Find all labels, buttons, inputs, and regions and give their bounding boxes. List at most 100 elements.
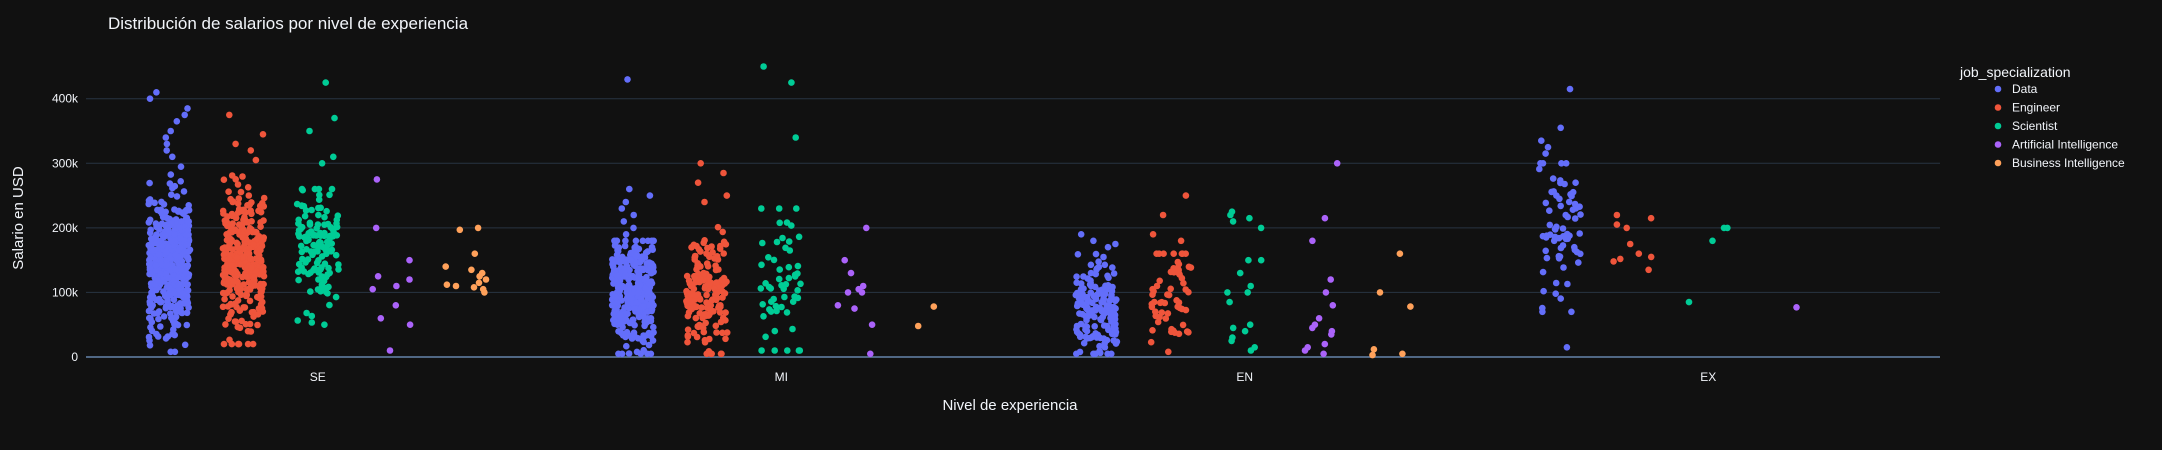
data-point bbox=[717, 303, 724, 311]
data-point bbox=[797, 280, 804, 288]
data-point bbox=[758, 205, 765, 212]
data-point bbox=[301, 212, 309, 220]
data-point bbox=[160, 313, 168, 320]
data-point bbox=[1161, 299, 1169, 307]
data-point bbox=[406, 256, 413, 264]
data-point bbox=[1083, 305, 1090, 312]
data-point bbox=[257, 256, 265, 264]
data-point bbox=[720, 274, 728, 282]
data-point bbox=[1185, 288, 1192, 296]
y-tick-labels: 0 100k 200k 300k 400k bbox=[52, 92, 79, 364]
data-point bbox=[238, 317, 245, 325]
data-point bbox=[1328, 331, 1335, 338]
data-point bbox=[635, 313, 643, 321]
data-point bbox=[717, 350, 725, 358]
data-point bbox=[760, 63, 767, 70]
data-point bbox=[792, 134, 799, 141]
data-point bbox=[1257, 256, 1265, 264]
data-point bbox=[162, 222, 169, 229]
data-point bbox=[1315, 315, 1323, 322]
data-point bbox=[153, 330, 160, 338]
data-point bbox=[1724, 224, 1731, 232]
data-point bbox=[863, 224, 870, 232]
data-point bbox=[322, 288, 330, 296]
data-point bbox=[723, 329, 731, 336]
data-point bbox=[1083, 293, 1091, 301]
data-point bbox=[770, 256, 778, 264]
data-point bbox=[650, 323, 657, 331]
data-point bbox=[153, 239, 160, 247]
data-point bbox=[295, 276, 302, 284]
data-point bbox=[162, 248, 170, 256]
data-point bbox=[1542, 150, 1549, 157]
data-point bbox=[1072, 291, 1080, 299]
data-point bbox=[257, 223, 264, 230]
data-point bbox=[1185, 263, 1193, 271]
data-point bbox=[162, 213, 169, 221]
data-point bbox=[307, 269, 314, 277]
data-point bbox=[315, 185, 323, 193]
data-point bbox=[228, 308, 235, 316]
data-point bbox=[1564, 213, 1571, 221]
data-point bbox=[704, 263, 712, 270]
data-point bbox=[1552, 279, 1560, 287]
data-point bbox=[222, 321, 229, 328]
data-point bbox=[834, 302, 842, 309]
data-point bbox=[648, 306, 656, 313]
data-point bbox=[173, 308, 180, 315]
data-point bbox=[631, 305, 638, 312]
data-point bbox=[252, 156, 260, 164]
data-point bbox=[177, 178, 184, 185]
data-point bbox=[720, 250, 727, 257]
data-point bbox=[335, 261, 342, 268]
data-point bbox=[1257, 224, 1265, 232]
legend-entry-label: Engineer bbox=[2012, 101, 2060, 115]
data-point bbox=[627, 291, 634, 298]
data-point bbox=[154, 277, 161, 284]
data-point bbox=[1577, 211, 1584, 218]
data-point bbox=[179, 290, 187, 297]
data-point bbox=[1544, 143, 1552, 151]
data-point bbox=[1091, 313, 1098, 321]
data-point bbox=[1101, 344, 1109, 351]
data-point bbox=[847, 269, 855, 277]
data-point bbox=[481, 289, 488, 296]
data-point bbox=[640, 332, 647, 339]
data-point bbox=[627, 249, 635, 257]
data-point bbox=[297, 242, 305, 250]
data-point bbox=[760, 313, 767, 320]
data-point bbox=[172, 320, 179, 327]
data-point bbox=[617, 257, 624, 264]
data-point bbox=[1572, 179, 1579, 186]
data-point bbox=[758, 347, 765, 354]
data-point bbox=[768, 298, 775, 306]
data-point bbox=[1149, 327, 1156, 334]
data-point bbox=[618, 329, 625, 337]
data-point bbox=[167, 303, 174, 311]
data-point bbox=[1111, 325, 1119, 332]
data-point bbox=[471, 250, 479, 257]
data-point bbox=[1107, 314, 1114, 322]
data-point bbox=[227, 300, 234, 308]
data-point bbox=[146, 314, 153, 322]
data-point bbox=[716, 245, 724, 252]
data-point bbox=[317, 204, 325, 212]
data-point bbox=[313, 225, 321, 232]
data-point bbox=[785, 263, 793, 271]
data-point bbox=[719, 288, 726, 295]
data-point bbox=[321, 213, 328, 221]
data-point bbox=[650, 268, 657, 276]
data-point bbox=[237, 188, 245, 196]
data-point bbox=[720, 169, 727, 177]
data-point bbox=[721, 280, 728, 287]
data-point bbox=[1087, 261, 1095, 269]
data-point bbox=[377, 315, 385, 322]
data-point bbox=[295, 220, 302, 227]
data-point bbox=[640, 338, 647, 346]
data-point bbox=[1572, 205, 1580, 212]
data-point bbox=[1149, 291, 1156, 299]
data-point bbox=[1610, 258, 1617, 265]
data-point bbox=[314, 286, 322, 293]
data-point bbox=[1165, 348, 1172, 356]
